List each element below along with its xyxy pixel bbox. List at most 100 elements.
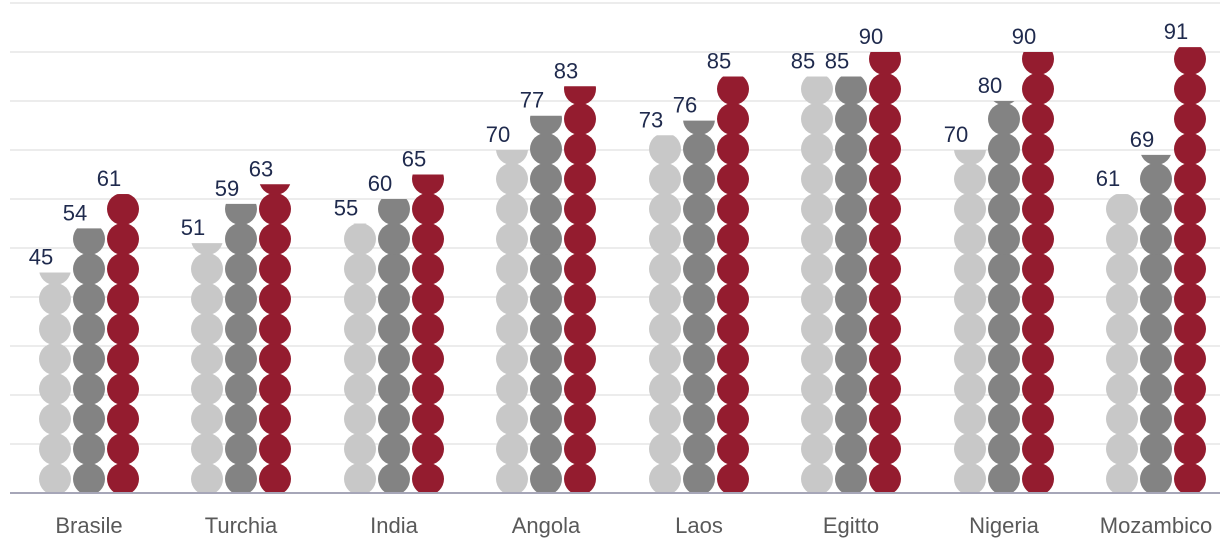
- bar-dot: [107, 403, 139, 435]
- bar-dot: [717, 133, 749, 165]
- bar-dot: [530, 283, 562, 315]
- data-label: 70: [486, 122, 510, 147]
- data-label: 73: [639, 107, 663, 132]
- bar-dot: [835, 283, 867, 315]
- bar-dot: [1140, 403, 1172, 435]
- bar-dot: [107, 433, 139, 465]
- bar-laos-series-2: [683, 120, 715, 493]
- bar-dot: [1140, 193, 1172, 225]
- bar-dot: [988, 433, 1020, 465]
- bar-dot: [259, 253, 291, 285]
- data-label: 85: [791, 49, 815, 74]
- bar-dot: [801, 283, 833, 315]
- bar-dot: [564, 343, 596, 375]
- bar-dot: [107, 343, 139, 375]
- bar-dot: [801, 163, 833, 195]
- bar-dot: [530, 433, 562, 465]
- bar-dot: [378, 403, 410, 435]
- data-label: 55: [334, 196, 358, 221]
- bar-dot: [683, 373, 715, 405]
- bar-india-series-1: [344, 223, 376, 493]
- bar-dot: [717, 76, 749, 105]
- bar-dot: [1140, 373, 1172, 405]
- data-label: 69: [1130, 127, 1154, 152]
- bar-dot: [496, 193, 528, 225]
- bar-dot: [649, 163, 681, 195]
- bar-dot: [717, 403, 749, 435]
- bar-egitto-series-1: [801, 76, 833, 493]
- bar-dot: [1174, 403, 1206, 435]
- bar-dot: [717, 193, 749, 225]
- data-label: 60: [368, 171, 392, 196]
- bar-dot: [39, 463, 71, 493]
- x-tick-label: Egitto: [823, 513, 879, 538]
- bar-dot: [1174, 73, 1206, 105]
- bar-dot: [496, 343, 528, 375]
- bar-dot: [717, 313, 749, 345]
- bar-dot: [717, 343, 749, 375]
- bar-dot: [1106, 194, 1138, 225]
- bar-nigeria-series-1: [954, 150, 986, 493]
- bar-dot: [39, 373, 71, 405]
- bar-dot: [801, 223, 833, 255]
- data-labels: 45 54 61 51 59 63 55 60 65 70 77 83 73 76 85 85 85 90 70 80…: [29, 19, 1188, 269]
- bar-dot: [1022, 223, 1054, 255]
- bar-dot: [564, 163, 596, 195]
- bar-dot: [412, 433, 444, 465]
- bar-dot: [496, 433, 528, 465]
- bar-dot: [869, 193, 901, 225]
- bar-dot: [378, 283, 410, 315]
- data-label: 61: [1096, 166, 1120, 191]
- bar-dot: [530, 343, 562, 375]
- bar-dot: [191, 343, 223, 375]
- bar-dot: [1022, 133, 1054, 165]
- bar-dot: [225, 253, 257, 285]
- bar-dot: [344, 403, 376, 435]
- bar-dot: [412, 313, 444, 345]
- bar-dot: [73, 433, 105, 465]
- bar-dot: [225, 313, 257, 345]
- bar-dot: [496, 403, 528, 435]
- bar-dot: [717, 253, 749, 285]
- bar-dot: [259, 283, 291, 315]
- bar-dot: [564, 463, 596, 494]
- bar-dot: [191, 313, 223, 345]
- bar-dot: [954, 150, 986, 165]
- bar-dot: [378, 199, 410, 225]
- bar-india-series-2: [378, 199, 410, 493]
- data-label: 70: [944, 122, 968, 147]
- bar-dot: [564, 103, 596, 135]
- bar-mozambico-series-1: [1106, 194, 1138, 493]
- bar-dot: [1022, 283, 1054, 315]
- bar-dot: [1140, 343, 1172, 375]
- bar-dot: [564, 253, 596, 285]
- bar-dot: [1106, 403, 1138, 435]
- bar-dot: [39, 313, 71, 345]
- bar-dot: [683, 283, 715, 315]
- bar-dot: [412, 463, 444, 493]
- bar-dot: [869, 73, 901, 105]
- bar-dot: [835, 373, 867, 405]
- bar-dot: [191, 243, 223, 255]
- bars: [39, 47, 1206, 494]
- bar-dot: [835, 463, 867, 493]
- bar-dot: [988, 133, 1020, 165]
- bar-dot: [1106, 223, 1138, 255]
- bar-egitto-series-2: [835, 76, 867, 493]
- bar-dot: [412, 343, 444, 375]
- bar-dot: [564, 433, 596, 465]
- data-label: 85: [707, 49, 731, 74]
- bar-dot: [73, 403, 105, 435]
- bar-dot: [344, 283, 376, 315]
- bar-dot: [412, 403, 444, 435]
- bar-dot: [1174, 283, 1206, 315]
- x-tick-label: Turchia: [205, 513, 278, 538]
- bar-dot: [1022, 373, 1054, 405]
- bar-dot: [835, 253, 867, 285]
- bar-dot: [683, 433, 715, 465]
- bar-dot: [649, 283, 681, 315]
- bar-dot: [259, 223, 291, 255]
- bar-dot: [683, 403, 715, 435]
- bar-dot: [683, 343, 715, 375]
- bar-dot: [988, 403, 1020, 435]
